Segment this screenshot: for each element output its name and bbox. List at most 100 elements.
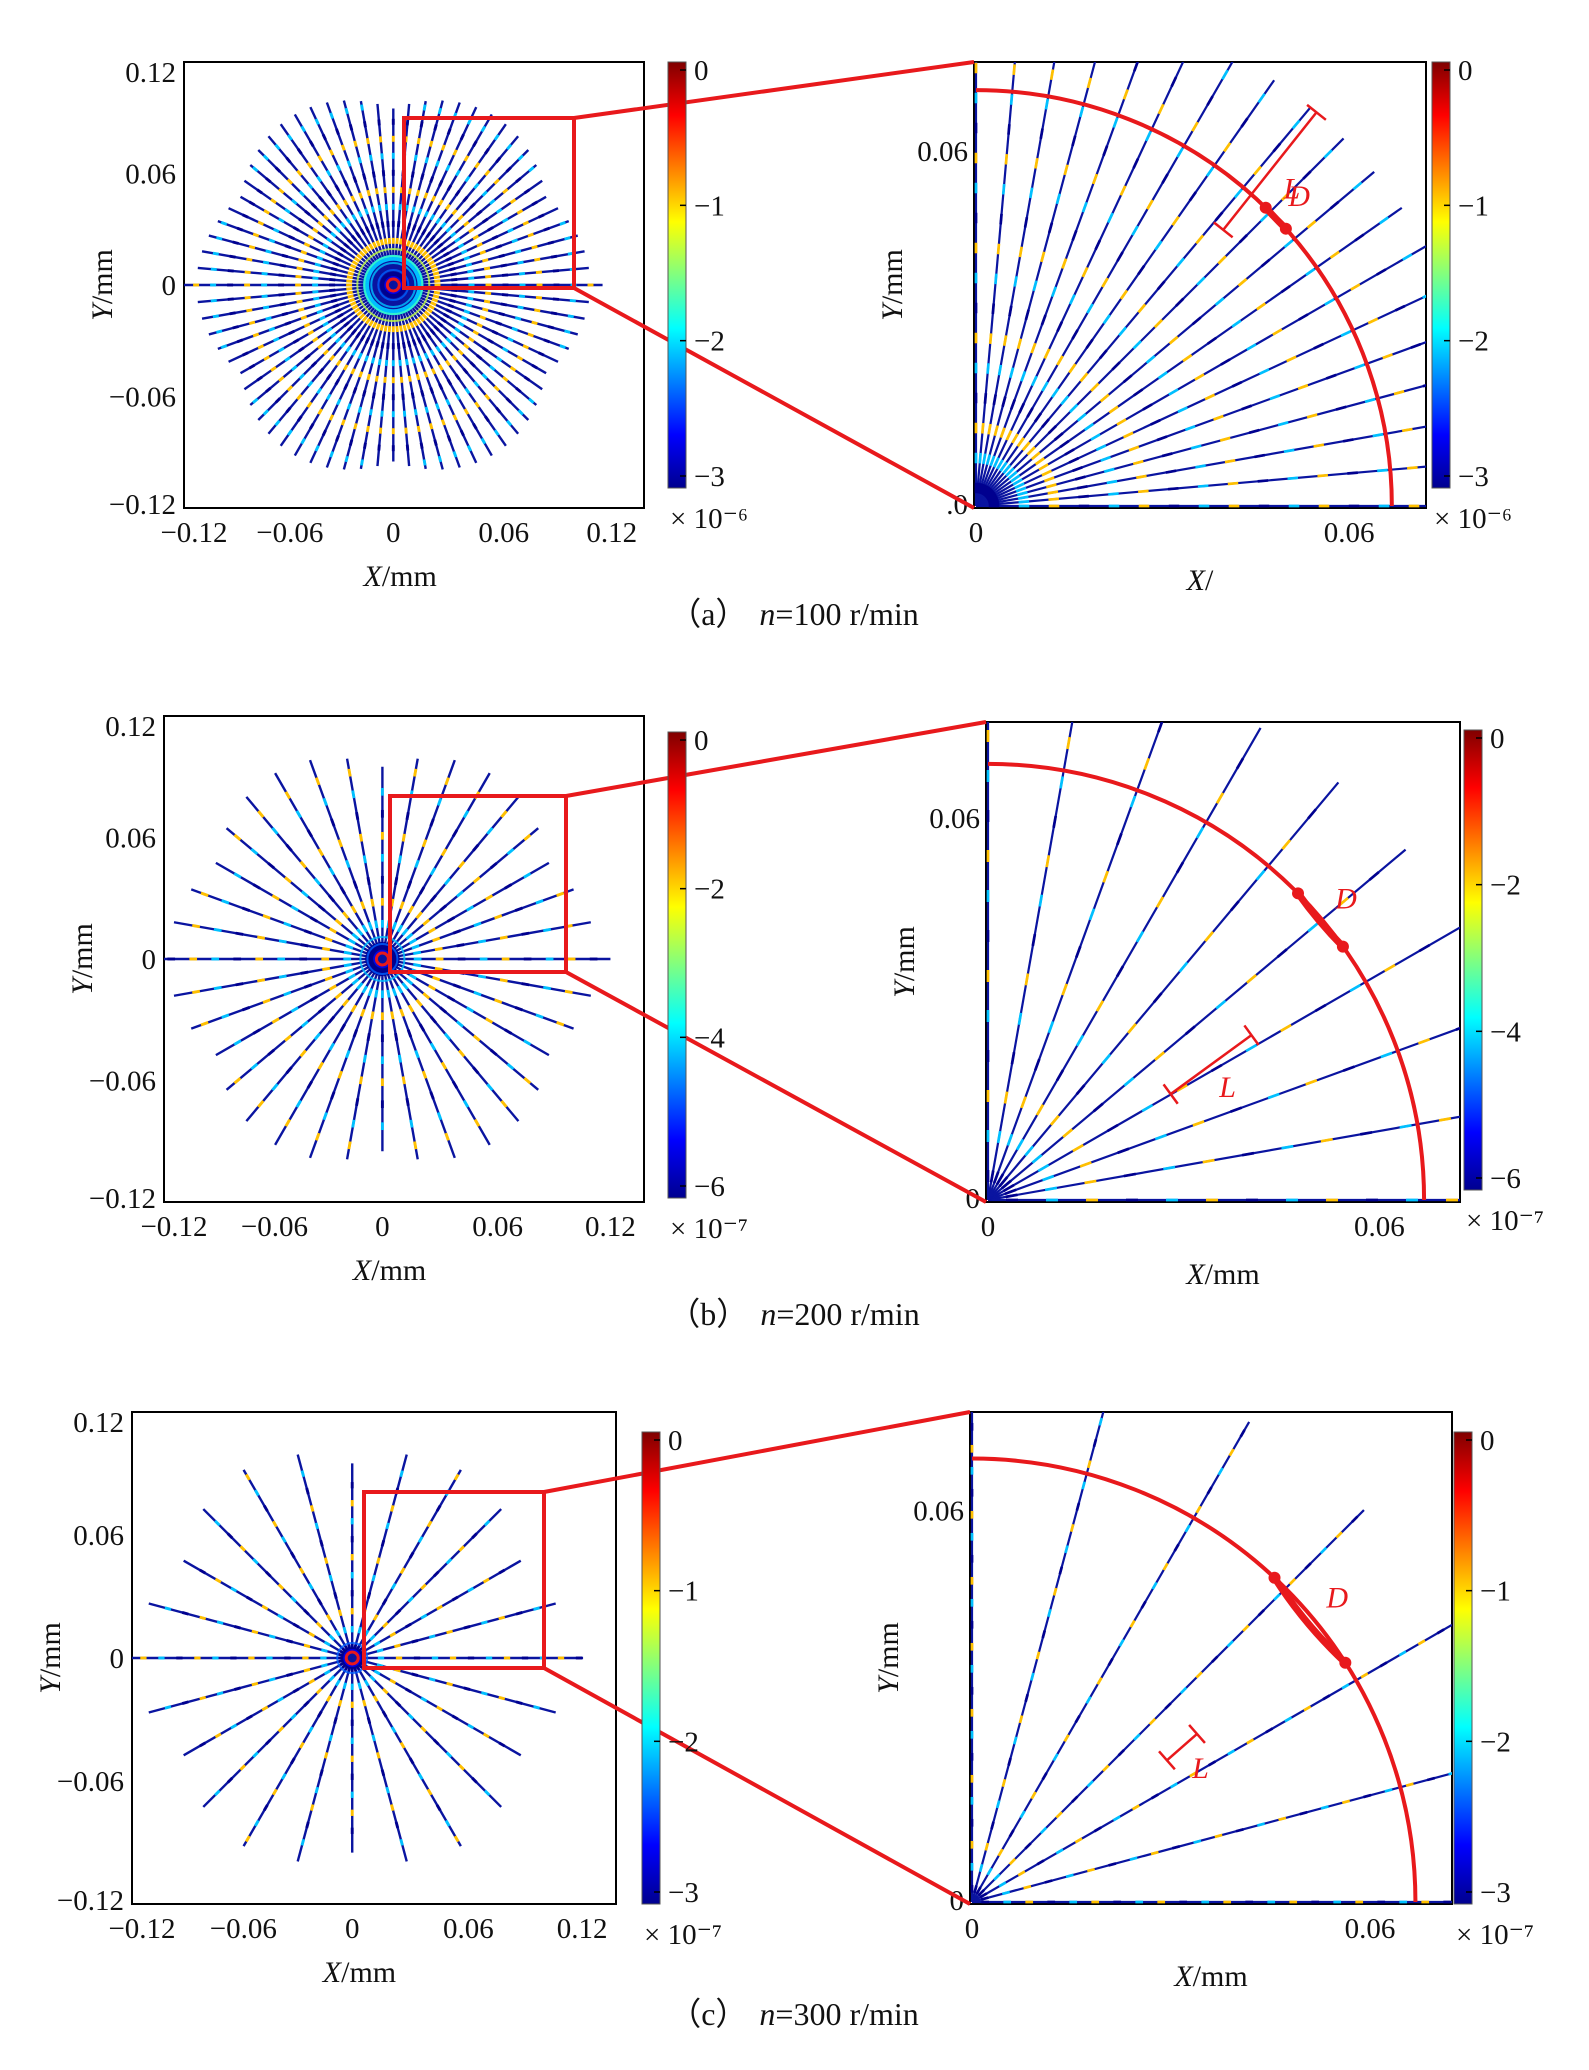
panel-a-zoom-L-bar (1213, 221, 1234, 239)
panel-b-overview-spoke-stripe (337, 839, 343, 848)
panel-b-zoom-spoke-stripe (1123, 1076, 1135, 1087)
panel-a-overview-spoke-stripe (473, 182, 480, 190)
panel-b-zoom-spoke-stripe (1418, 943, 1431, 953)
panel-c-overview-spoke-stripe (482, 1732, 490, 1739)
panel-c-zoom-y-tick: 0.06 (913, 1495, 964, 1527)
panel-b-overview-spoke-stripe (521, 982, 530, 987)
panel-a-overview-spoke-stripe (314, 303, 322, 308)
panel-b-overview-spoke-stripe (514, 906, 523, 913)
panel-a-overview-spoke-stripe (379, 239, 385, 246)
panel-b-overview-spoke-stripe (352, 1029, 358, 1038)
panel-a-zoom-spoke-stripe (1132, 158, 1140, 169)
panel-c-overview-spoke-stripe (404, 1687, 412, 1694)
panel-a-overview-spoke-stripe (326, 373, 332, 381)
panel-c-zoom-x-tick: 0.06 (1345, 1913, 1396, 1945)
panel-a-zoom-spoke-stripe (1219, 436, 1231, 442)
panel-c-connector-top (543, 1410, 971, 1494)
panel-a-overview-spoke-stripe (300, 250, 308, 255)
panel-a-zoom-spoke-stripe (1007, 124, 1011, 135)
panel-a-overview-spoke-stripe (340, 419, 346, 426)
panel-a-zoom-spoke-stripe (1354, 233, 1365, 242)
panel-a-overview-spoke-stripe (292, 226, 300, 232)
panel-a-overview-spoke-stripe (288, 235, 295, 241)
panel-a-zoom-spoke-stripe (1050, 286, 1058, 298)
panel-b-overview-spoke-stripe (337, 1070, 343, 1079)
panel-b-overview-spoke-stripe (443, 1032, 452, 1041)
panel-a-overview-spoke-stripe (220, 220, 228, 226)
panel-c-zoom-spoke-stripe (1319, 1546, 1328, 1555)
panel-c-overview-spoke-stripe (252, 1751, 259, 1758)
panel-a-zoom-colorbar-tick-label: 0 (1458, 55, 1473, 87)
panel-a-overview-spoke-stripe (406, 340, 412, 348)
panel-a-overview-spoke-stripe (262, 154, 270, 161)
panel-c-zoom-spoke-stripe (1179, 1686, 1188, 1695)
panel-a-overview-spoke-stripe (346, 290, 353, 295)
panel-a-overview-spoke-stripe (356, 310, 363, 317)
panel-a-zoom-spoke-stripe (1100, 455, 1112, 462)
panel-b-zoom-spoke-stripe (1152, 992, 1163, 1004)
panel-b-overview-spoke-stripe (322, 966, 331, 972)
panel-a-zoom-spoke-stripe (1051, 387, 1060, 399)
panel-c-zoom-spoke-stripe (990, 1821, 995, 1830)
panel-c-zoom-spoke-stripe (1206, 1486, 1213, 1495)
panel-b-overview-spoke-stripe (285, 843, 293, 852)
panel-b-overview-spoke-stripe (306, 829, 313, 838)
panel-a-overview-core-ring (377, 269, 410, 301)
panel-a-zoom-spoke-stripe (1382, 353, 1393, 360)
panel-a-overview-spoke-stripe (352, 387, 358, 394)
panel-a-overview-spoke-stripe (482, 258, 489, 263)
panel-a-zoom-spoke-stripe (1206, 336, 1217, 345)
panel-c-overview-spoke-stripe (230, 1586, 238, 1593)
panel-c-overview-spoke-stripe (328, 1675, 336, 1682)
panel-b-zoom-spoke-stripe (1035, 1104, 1045, 1116)
panel-a-zoom-spoke-stripe (1406, 466, 1418, 470)
panel-a-overview-spoke-stripe (522, 220, 530, 226)
panel-a-zoom-spoke-stripe (1191, 121, 1199, 132)
panel-a-overview-spoke-stripe (502, 375, 509, 382)
panel-a-zoom-spoke-stripe (1167, 486, 1179, 491)
panel-b-overview-spoke-stripe (284, 1118, 291, 1127)
panel-a-zoom-spoke-stripe (997, 364, 1003, 376)
panel-b-zoom-spoke (987, 781, 1340, 1201)
panel-b-overview-spoke-stripe (284, 876, 292, 884)
panel-a-overview-spoke-stripe (429, 176, 435, 183)
panel-a-overview-spoke-stripe (410, 392, 415, 399)
panel-b-zoom-spoke-stripe (1360, 1130, 1373, 1136)
panel-a-zoom-colorbar-tick-label: −3 (1458, 461, 1489, 493)
panel-a-overview-spoke-stripe (472, 423, 478, 430)
panel-b-zoom-y-tick: 0.06 (929, 803, 980, 835)
panel-a-overview-spoke-stripe (278, 217, 285, 224)
panel-c-overview-spoke-stripe (394, 1821, 400, 1829)
panel-a-zoom-spoke-stripe (1040, 251, 1046, 263)
panel-b-overview-spoke-stripe (285, 1066, 293, 1075)
panel-c-overview-spoke-stripe (376, 1751, 381, 1759)
panel-a-zoom-spoke-stripe (1410, 342, 1422, 349)
panel-b-zoom-spoke-stripe (1003, 1091, 1009, 1104)
panel-b-overview-spoke-stripe (299, 1049, 307, 1058)
panel-c-overview-spoke-stripe (382, 1621, 389, 1629)
panel-a-overview-spoke-stripe (445, 308, 453, 314)
panel-c-overview-spoke-stripe (399, 1470, 404, 1478)
panel-b-zoom-colorbar-bar (1463, 729, 1483, 1191)
panel-b-overview-spoke-stripe (500, 1100, 508, 1108)
panel-a-overview-spoke-stripe (232, 240, 239, 245)
panel-b-overview-spoke-stripe (473, 1118, 481, 1127)
panel-a-overview-spoke-stripe (379, 324, 385, 331)
panel-a-overview-spoke-stripe (246, 308, 253, 313)
panel-b-overview-spoke-stripe (267, 1048, 276, 1056)
panel-a-overview-spoke-stripe (357, 352, 363, 360)
panel-b-overview-colorbar-tick-label: −2 (694, 874, 725, 906)
panel-b-overview-spoke-stripe (350, 905, 357, 914)
panel-a-overview-spoke-stripe (312, 276, 319, 280)
panel-a-overview-spoke-stripe (481, 346, 489, 353)
panel-a-overview-spoke-stripe (531, 363, 538, 370)
panel-a-overview-spoke-stripe (330, 231, 337, 238)
panel-a-overview-spoke-stripe (339, 317, 347, 323)
panel-b-zoom-spoke-stripe (1042, 1174, 1055, 1182)
panel-a-zoom-spoke-stripe (1086, 303, 1094, 314)
panel-a-overview-spoke-stripe (440, 317, 447, 323)
panel-b-overview-y-tick: −0.06 (89, 1066, 156, 1098)
panel-a-overview-spoke-stripe (298, 373, 306, 380)
panel-a-overview-spoke-stripe (322, 243, 329, 249)
panel-a-overview-spoke-stripe (406, 240, 411, 247)
